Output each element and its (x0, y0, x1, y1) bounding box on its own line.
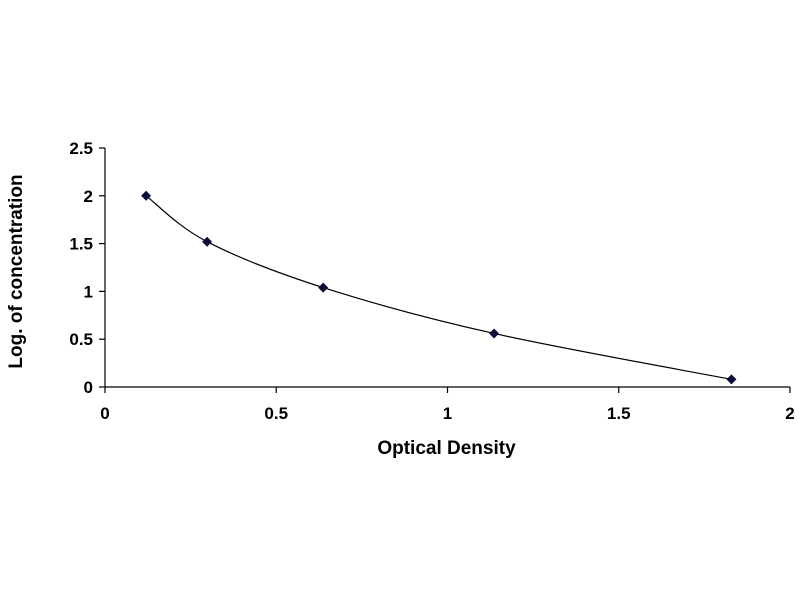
y-tick-label: 1 (84, 282, 93, 301)
y-tick-label: 0 (84, 378, 93, 397)
y-tick-label: 0.5 (69, 330, 93, 349)
data-point (726, 374, 737, 385)
x-tick-label: 1 (443, 404, 452, 423)
data-point (489, 328, 500, 339)
axes (104, 148, 790, 388)
x-axis-ticks: 0 0.5 1 1.5 2 (100, 387, 795, 423)
data-point (202, 236, 213, 247)
y-tick-label: 2 (84, 187, 93, 206)
x-tick-label: 0.5 (264, 404, 288, 423)
data-point (141, 190, 152, 201)
fit-curve (145, 195, 732, 380)
y-tick-label: 2.5 (69, 139, 93, 158)
data-points (141, 190, 737, 385)
y-axis-ticks: 0 0.5 1 1.5 2 2.5 (69, 139, 105, 397)
y-tick-label: 1.5 (69, 235, 93, 254)
x-tick-label: 2 (785, 404, 794, 423)
y-axis-title: Log. of concentration (6, 174, 27, 368)
x-axis-title: Optical Density (377, 438, 516, 459)
data-point (318, 282, 329, 293)
x-tick-label: 0 (100, 404, 109, 423)
x-tick-label: 1.5 (607, 404, 631, 423)
